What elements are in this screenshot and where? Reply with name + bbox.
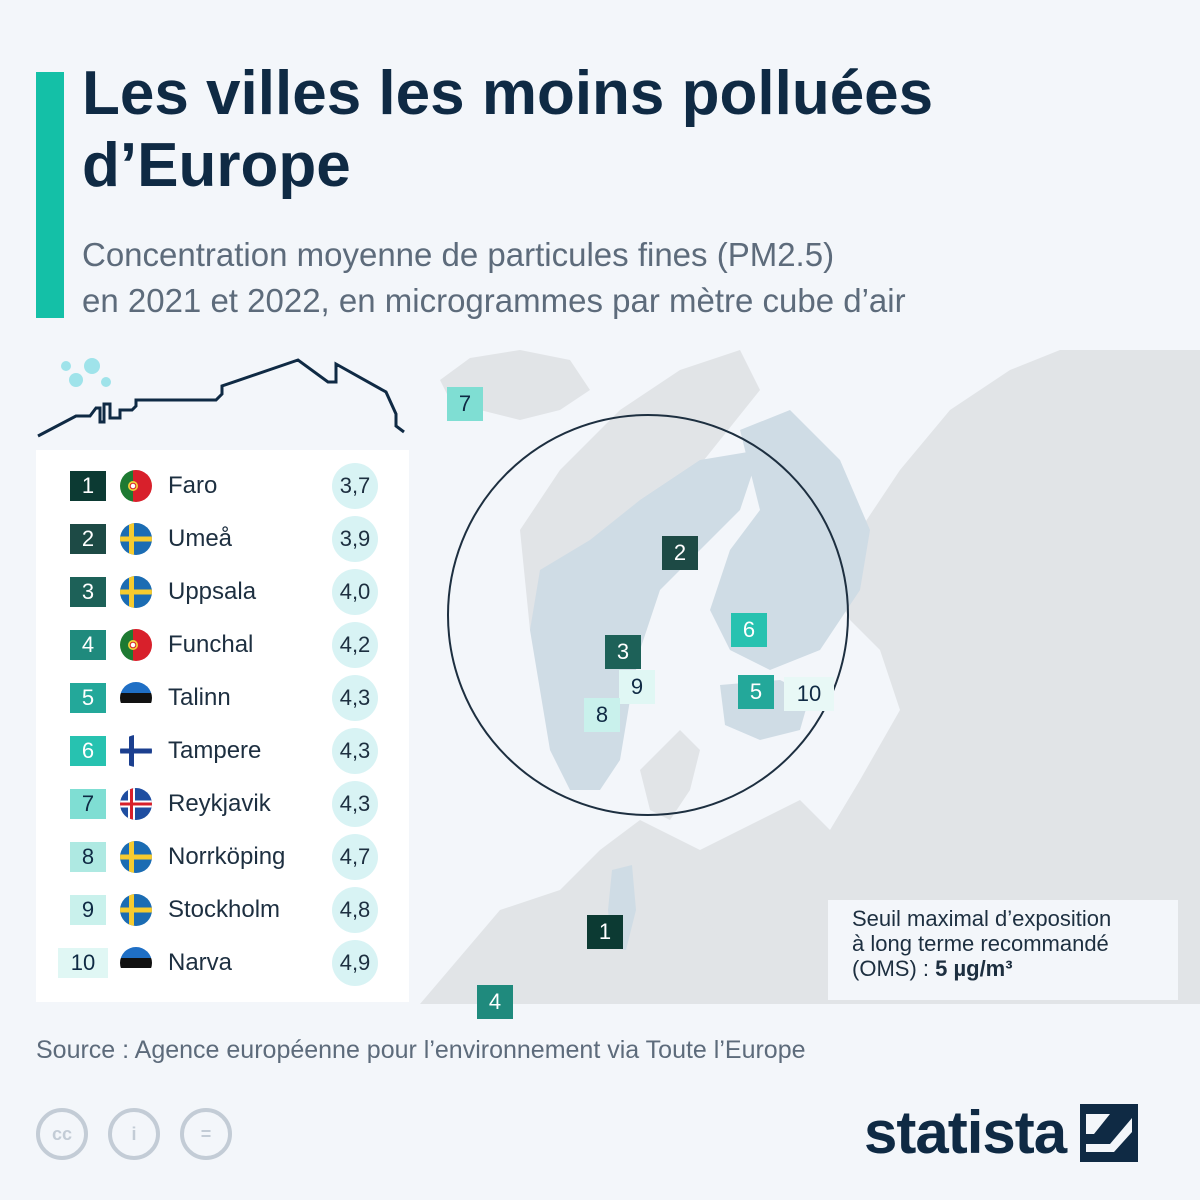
portugal-flag-icon [120, 629, 152, 661]
pm25-value: 4,9 [332, 940, 378, 986]
ranking-table: 1 Faro 3,7 2 Umeå 3,9 3 Uppsala 4,0 4 Fu… [36, 450, 409, 1002]
pm25-value: 4,3 [332, 728, 378, 774]
table-row: 5 Talinn 4,3 [36, 675, 409, 721]
rank-badge: 10 [58, 948, 108, 978]
map-marker-narva: 10 [784, 677, 834, 711]
subtitle-line-2: en 2021 et 2022, en microgrammes par mèt… [82, 282, 906, 319]
table-row: 9 Stockholm 4,8 [36, 887, 409, 933]
table-row: 8 Norrköping 4,7 [36, 834, 409, 880]
portugal-flag-icon [120, 470, 152, 502]
map-marker-funchal: 4 [477, 985, 513, 1019]
brand-name: statista [864, 1099, 1067, 1166]
pm25-value: 4,8 [332, 887, 378, 933]
attribution-icon[interactable]: i [108, 1108, 160, 1160]
rank-badge: 9 [70, 895, 106, 925]
rank-number: 5 [81, 685, 95, 710]
iceland-flag-icon [120, 788, 152, 820]
table-row: 10 Narva 4,9 [36, 940, 409, 986]
map-marker-reykjavik: 7 [447, 387, 483, 421]
rank-badge: 6 [70, 736, 106, 766]
pm25-value: 3,7 [332, 463, 378, 509]
rank-number: 1 [81, 473, 95, 498]
rank-badge: 7 [70, 789, 106, 819]
table-row: 2 Umeå 3,9 [36, 516, 409, 562]
pm25-value: 4,7 [332, 834, 378, 880]
city-name: Umeå [168, 525, 233, 552]
sweden-flag-icon [120, 894, 152, 926]
rank-number: 9 [81, 897, 95, 922]
table-row: 3 Uppsala 4,0 [36, 569, 409, 615]
table-row: 4 Funchal 4,2 [36, 622, 409, 668]
rank-badge: 4 [70, 630, 106, 660]
city-name: Reykjavik [168, 790, 271, 817]
pm25-value: 4,3 [332, 675, 378, 721]
pm25-value: 4,3 [332, 781, 378, 827]
license-icons: cc i = [36, 1108, 232, 1160]
sweden-flag-icon [120, 523, 152, 555]
rank-badge: 2 [70, 524, 106, 554]
finland-flag-icon [120, 735, 152, 767]
map-marker-norrkoping: 8 [584, 698, 620, 732]
note-line-1: Seuil maximal d’exposition [852, 906, 1112, 931]
rank-number: 7 [81, 791, 95, 816]
city-name: Faro [168, 472, 218, 499]
table-row: 1 Faro 3,7 [36, 463, 409, 509]
pm25-value: 4,0 [332, 569, 378, 615]
sweden-flag-icon [120, 576, 152, 608]
rank-badge: 1 [70, 471, 106, 501]
europe-land [420, 350, 1200, 1004]
city-name: Narva [168, 949, 233, 976]
city-name: Norrköping [168, 843, 286, 870]
rank-number: 3 [81, 579, 95, 604]
city-name: Talinn [168, 684, 231, 711]
subtitle: Concentration moyenne de particules fine… [82, 232, 1172, 324]
iberia-land [590, 890, 780, 1004]
rank-number: 2 [81, 526, 95, 551]
estonia-flag-icon [120, 947, 152, 979]
map-marker-tampere: 6 [731, 613, 767, 647]
city-name: Tampere [168, 737, 262, 764]
map-marker-stockholm: 9 [619, 670, 655, 704]
finland-land [710, 410, 870, 670]
map-marker-uppsala: 3 [605, 635, 641, 669]
rank-number: 8 [81, 844, 95, 869]
statista-mark-icon [1080, 1103, 1139, 1162]
note-line-3: (OMS) : 5 µg/m³ [852, 956, 1013, 981]
page-title: Les villes les moins polluées d’Europe [82, 59, 934, 200]
city-name: Uppsala [168, 578, 257, 605]
no-derivatives-icon[interactable]: = [180, 1108, 232, 1160]
accent-bar [36, 72, 64, 318]
note-line-2: à long terme recommandé [852, 931, 1109, 956]
city-name: Stockholm [168, 896, 281, 923]
sweden-flag-icon [120, 841, 152, 873]
city-name: Funchal [168, 631, 254, 658]
map-marker-umea: 2 [662, 536, 698, 570]
table-row: 7 Reykjavik 4,3 [36, 781, 409, 827]
estonia-flag-icon [120, 682, 152, 714]
map-marker-faro: 1 [587, 915, 623, 949]
skyline-decoration [37, 358, 405, 438]
zoom-circle [447, 414, 849, 816]
pm25-value: 3,9 [332, 516, 378, 562]
statista-logo[interactable]: statista [864, 1098, 1139, 1167]
rank-badge: 5 [70, 683, 106, 713]
source-text: Source : Agence européenne pour l’enviro… [36, 1036, 806, 1064]
note-threshold-value: 5 µg/m³ [935, 956, 1013, 981]
table-row: 6 Tampere 4,3 [36, 728, 409, 774]
cc-icon[interactable]: cc [36, 1108, 88, 1160]
rank-badge: 3 [70, 577, 106, 607]
rank-number: 4 [81, 632, 95, 657]
pm25-value: 4,2 [332, 622, 378, 668]
subtitle-line-1: Concentration moyenne de particules fine… [82, 236, 835, 273]
uk-land [640, 730, 700, 820]
rank-number: 6 [81, 738, 95, 763]
map-marker-talinn: 5 [738, 675, 774, 709]
rank-number: 10 [70, 950, 96, 975]
rank-badge: 8 [70, 842, 106, 872]
who-threshold-note: Seuil maximal d’exposition à long terme … [828, 900, 1178, 1000]
